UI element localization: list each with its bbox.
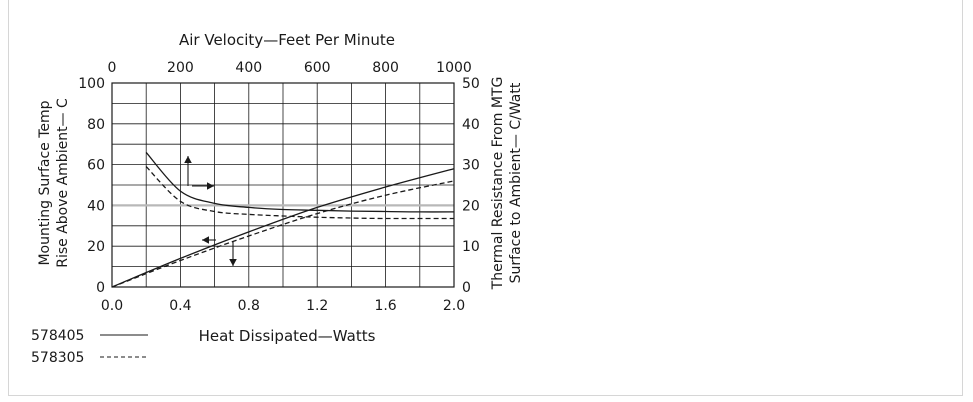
top-axis-label: Air Velocity—Feet Per Minute bbox=[179, 31, 395, 49]
series-line-thermal-resistance-578305 bbox=[145, 166, 454, 220]
top-axis-tick-label: 1000 bbox=[436, 60, 472, 76]
top-axis-tick-label: 800 bbox=[372, 60, 399, 76]
left-axis-tick-label: 80 bbox=[87, 117, 105, 133]
bottom-axis-label: Heat Dissipated—Watts bbox=[199, 327, 376, 345]
bottom-axis-tick-label: 1.6 bbox=[374, 298, 396, 314]
bottom-axis-tick-label: 2.0 bbox=[443, 298, 465, 314]
left-axis-tick-label: 60 bbox=[87, 158, 105, 174]
right-axis-tick-label: 20 bbox=[462, 198, 480, 214]
left-axis-tick-label: 0 bbox=[96, 280, 105, 296]
top-axis-tick-label: 0 bbox=[108, 60, 117, 76]
left-axis-label-line1: Mounting Surface Temp bbox=[37, 100, 53, 265]
top-axis-tick-label: 400 bbox=[235, 60, 262, 76]
right-axis-tick-label: 30 bbox=[462, 158, 480, 174]
plot-border bbox=[111, 82, 455, 288]
right-axis-tick-label: 40 bbox=[462, 117, 480, 133]
left-axis-tick-label: 100 bbox=[78, 76, 105, 92]
bottom-axis-tick-label: 0.4 bbox=[169, 298, 191, 314]
bottom-axis-tick-label: 1.2 bbox=[306, 298, 328, 314]
arrow-up-annotation-head bbox=[184, 156, 192, 163]
legend: 578405 578305 bbox=[31, 328, 148, 366]
left-axis-tick-label: 20 bbox=[87, 239, 105, 255]
right-axis-tick-label: 10 bbox=[462, 239, 480, 255]
legend-label-578405: 578405 bbox=[31, 328, 84, 344]
left-axis-label-line2: Rise Above Ambient— C bbox=[55, 98, 71, 268]
right-axis-tick-label: 0 bbox=[462, 280, 471, 296]
arrow-down-annotation-head bbox=[229, 259, 237, 266]
left-axis-tick-label: 40 bbox=[87, 198, 105, 214]
series-line-temp-rise-578305 bbox=[111, 180, 455, 288]
arrow-left-annotation-head bbox=[202, 236, 209, 244]
series-line-temp-rise-578405 bbox=[111, 168, 455, 288]
arrow-right-annotation-head bbox=[207, 182, 214, 190]
series-line-thermal-resistance-578405 bbox=[145, 151, 455, 213]
bottom-axis-tick-label: 0.8 bbox=[238, 298, 260, 314]
top-axis-tick-label: 600 bbox=[304, 60, 331, 76]
right-axis-tick-label: 50 bbox=[462, 76, 480, 92]
legend-label-578305: 578305 bbox=[31, 350, 84, 366]
chart-card bbox=[8, 0, 963, 396]
right-axis-label-line1: Thermal Resistance From MTG bbox=[490, 77, 506, 291]
bottom-axis-tick-label: 0.0 bbox=[101, 298, 123, 314]
right-axis-label-line2: Surface to Ambient— C/Watt bbox=[508, 82, 524, 283]
top-axis-tick-label: 200 bbox=[167, 60, 194, 76]
